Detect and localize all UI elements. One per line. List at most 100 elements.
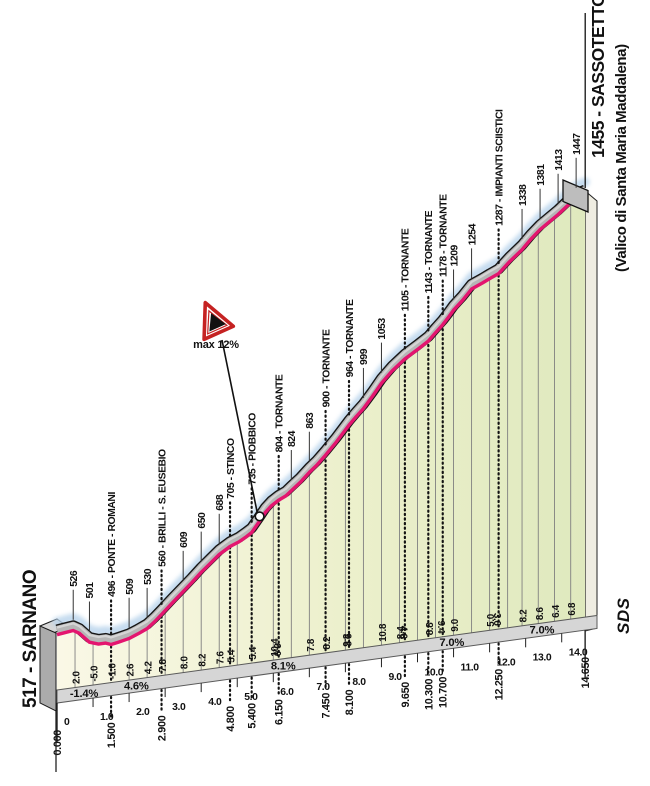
gradient-value-flipped: 9.4: [435, 621, 446, 635]
waypoint-label-named: 1178 - TORNANTE: [439, 194, 450, 277]
waypoint-label-named: 1143 - TORNANTE: [424, 210, 435, 293]
gradient-value: 7.6: [216, 651, 227, 665]
gradient-value: 7.8: [158, 659, 169, 673]
km-tick-label: 13.0: [533, 652, 552, 663]
summit-subtitle: (Valico di Santa Maria Maddalena): [613, 44, 630, 272]
km-tick-label: 5.0: [244, 692, 258, 703]
waypoint-label: 1381: [536, 164, 547, 186]
distance-mark-label: 10.700: [438, 676, 450, 708]
gradient-value-flipped: 6.0: [271, 643, 282, 657]
waypoint-label: 509: [125, 578, 136, 595]
waypoint-label-named: 1287 - IMPIANTI SCIISTICI: [494, 109, 505, 226]
chart-root: -1.4% 4.6% 8.1% 7.0% 7.0% 0 1.0 2.0 3.0 4.0 5.0 6.0…: [38, 13, 598, 772]
waypoint-label: 1053: [377, 318, 388, 340]
waypoint-label: 1413: [554, 149, 565, 171]
gradient-value-labels: 2.0 -5.0 -1.0 2.6 4.2 7.8 8.0 8.2 7.6 5.4 5.4 10.46…: [72, 602, 579, 684]
pedestal-front-face: [39, 625, 57, 712]
km-tick-label: 8.0: [352, 677, 366, 688]
max-gradient-point: [254, 511, 265, 522]
distance-axis: 0 1.0 2.0 3.0 4.0 5.0 6.0 7.0 8.0 9.0 10.0 11.0 12.0…: [52, 630, 592, 756]
warning-triangle-inner: [207, 309, 229, 335]
gradient-value: 10.8: [378, 623, 389, 642]
gradient-value: 8.2: [198, 653, 209, 667]
waypoint-label: 863: [305, 412, 316, 429]
gradient-value: 8.6: [535, 607, 546, 621]
gradient-value: 4.2: [144, 660, 155, 674]
distance-mark-label: 9.650: [400, 682, 412, 708]
gradient-value: 6.4: [551, 604, 562, 618]
road-surface: [55, 186, 587, 644]
steep-slope-glyph: [209, 313, 226, 332]
gradient-value: 5.0: [486, 613, 497, 627]
km-tick-label: 9.0: [388, 672, 402, 683]
gradient-value: 2.0: [72, 670, 83, 684]
gradient-value: -1.0: [108, 663, 119, 680]
sign-pointer-line: [221, 339, 259, 515]
dotted-marker-lines: [109, 270, 500, 718]
warning-triangle-icon: [202, 300, 236, 342]
km-tick-label: 2.0: [136, 707, 150, 718]
distance-mark-label: 2.900: [157, 715, 169, 741]
waypoint-label-named: 1105 - TORNANTE: [401, 228, 412, 311]
waypoint-label: 688: [215, 494, 226, 511]
waypoint-label: 501: [85, 582, 96, 599]
km-tick-label: 7.0: [316, 682, 330, 693]
grade-band: [56, 614, 598, 704]
gradient-value: 2.6: [126, 663, 137, 677]
gradient-band: -1.4% 4.6% 8.1% 7.0% 7.0%: [56, 614, 598, 704]
gradient-value: 8.2: [322, 636, 333, 650]
waypoint-label: 999: [359, 348, 370, 365]
sds-logo: SDS: [614, 597, 633, 634]
summit-title: 1455 - SASSOTETTO: [588, 0, 608, 158]
km-tick-label: 1.0: [100, 712, 114, 723]
waypoint-label: 526: [69, 570, 80, 587]
waypoint-label: 650: [197, 512, 208, 529]
waypoint-label: 609: [179, 531, 190, 548]
km-tick-label: 0: [64, 717, 70, 728]
summit-marker: [562, 13, 589, 213]
start-title: 517 - SARNANO: [20, 570, 41, 708]
gradient-value: 8.8: [425, 622, 436, 636]
gradient-value: 6.8: [567, 602, 578, 616]
gradient-value: 8.2: [519, 609, 530, 623]
km-tick-label: 10.0: [425, 667, 444, 678]
distance-mark-label: 6.150: [274, 699, 286, 725]
distance-mark-label: 12.250: [494, 669, 506, 701]
distance-mark-label: 4.800: [225, 706, 237, 732]
sector-gradient-label: 4.6%: [124, 681, 149, 693]
gradient-value-flipped: 4.6: [397, 626, 408, 640]
gridlines: [74, 201, 572, 688]
gradient-value: 10.4: [270, 638, 281, 657]
waypoint-label-named: 900 - TORNANTE: [321, 329, 332, 407]
waypoint-label: 1338: [518, 184, 529, 206]
distance-mark-label: 10.300: [423, 678, 435, 710]
waypoint-label-named: 735 - PIOBBICO: [247, 413, 258, 485]
sector-gradient-label: -1.4%: [70, 688, 98, 700]
sector-gradient-label: 7.0%: [530, 625, 555, 637]
max-gradient-label: max 12%: [193, 339, 239, 351]
km-tick-label: 12.0: [497, 657, 516, 668]
sector-gradient-label: 8.1%: [271, 660, 296, 672]
km-tick-label: 3.0: [172, 702, 186, 713]
gradient-value: 9.0: [450, 618, 461, 632]
waypoint-label-named: 560 - BRILLI - S. EUSEBIO: [157, 449, 168, 567]
km-tick-label: 14.0: [569, 647, 588, 658]
waypoint-label: 1254: [467, 223, 478, 245]
km-tick-label: 11.0: [461, 662, 480, 673]
waypoint-label-named: 804 - TORNANTE: [275, 374, 286, 452]
road-highlight: [56, 186, 586, 639]
summit-cap-block: [562, 179, 589, 213]
waypoint-label-named: 496 - PONTE - ROMANI: [107, 492, 118, 597]
gradient-value: -5.0: [90, 665, 101, 682]
km-tick-label: 6.0: [280, 687, 294, 698]
gradient-value: 8.0: [180, 656, 191, 670]
distance-mark-label: 8.100: [344, 689, 356, 715]
gradient-value: 9.8: [342, 633, 353, 647]
gradient-value-flipped: 9.2: [342, 633, 353, 647]
gradient-value: 7.8: [306, 638, 317, 652]
gradient-value: 8.4: [396, 626, 407, 640]
waypoint-label-named: 705 - STINCO: [226, 438, 237, 499]
